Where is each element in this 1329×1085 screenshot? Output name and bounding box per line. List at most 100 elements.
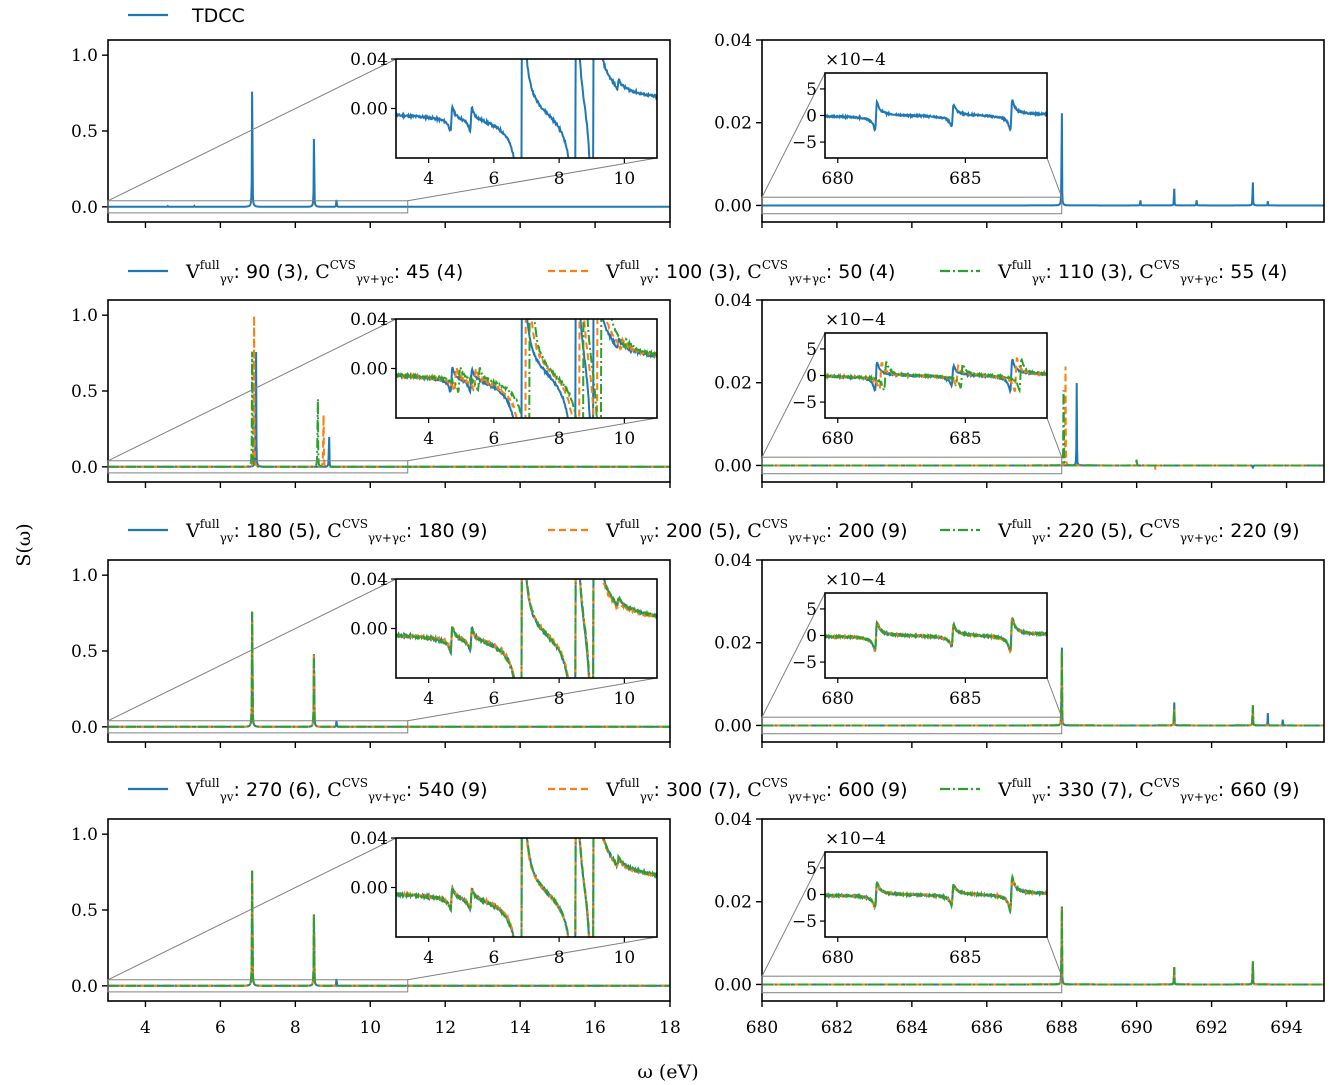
x-tick-label: 680 (746, 1018, 778, 1038)
series-group (762, 366, 1324, 470)
y-tick-label: 0.0 (71, 718, 98, 738)
legend-label-part: C (1139, 779, 1154, 801)
inset-x-tick-label: 680 (822, 429, 854, 449)
legend-label-part: γv+γc (788, 531, 826, 545)
legend-label-part: CVS (1154, 776, 1180, 790)
x-tick-label: 8 (290, 1018, 301, 1038)
zoom-connector (761, 592, 826, 718)
legend-label-part: : 200 (5), (654, 520, 748, 542)
legend-label-part: full (1012, 258, 1032, 272)
legend-label-part: γv+γc (368, 790, 406, 804)
legend-label-part: C (747, 520, 762, 542)
legend-label-part: V (185, 779, 200, 801)
inset-series-group (825, 614, 1047, 655)
legend-label-part: full (200, 517, 220, 531)
legend-label-part: : 270 (6), (234, 779, 328, 801)
legend-row4: Vfullγv: 270 (6), CCVSγv+γc: 540 (9) Vful… (128, 776, 1300, 804)
y-tick-label: 0.02 (714, 114, 752, 134)
inset-x-tick-label: 6 (488, 169, 499, 189)
inset-x-tick-label: 4 (423, 169, 434, 189)
axes-frame (761, 39, 1325, 223)
inset-series-group (396, 59, 657, 158)
series-group (108, 611, 670, 728)
legend-label-part: C (315, 261, 330, 283)
inset-y-tick-label: 0.04 (350, 50, 388, 70)
zoom-box (761, 456, 1063, 475)
legend-label-3: Vfullγv: 110 (3), CCVSγv+γc: 55 (4) (997, 258, 1287, 286)
legend-label-part: : 220 (5), (1046, 520, 1140, 542)
y-tick-label: 0.04 (714, 291, 752, 311)
inset-x-tick-label: 685 (949, 429, 981, 449)
inset-series-line-3 (825, 616, 1047, 654)
y-tick-label: 0.04 (714, 31, 752, 51)
inset-series-group (825, 872, 1047, 915)
inset-x-tick-label: 8 (554, 429, 565, 449)
legend-label-2: Vfullγv: 300 (7), CCVSγv+γc: 600 (9) (605, 776, 908, 804)
inset-series-line-1 (825, 98, 1047, 133)
inset-x-tick-label: 8 (554, 169, 565, 189)
x-tick-label: 14 (509, 1018, 531, 1038)
legend-label-part: : 660 (9) (1218, 779, 1300, 801)
x-tick-label: 684 (896, 1018, 928, 1038)
y-tick-label: 0.04 (714, 810, 752, 830)
series-line-3 (762, 906, 1324, 986)
inset-bg (396, 59, 657, 158)
x-tick-label: 692 (1195, 1018, 1227, 1038)
zoom-connector (107, 837, 397, 981)
legend-label-part: γv (640, 790, 654, 804)
axes-frame (761, 559, 1325, 743)
zoom-connector (761, 332, 826, 458)
panel-left-row1: 0.0 0.5 1.0 0.00 0.04 4 6 8 10 (71, 39, 671, 228)
inset-left: 0.00 0.04 4 6 8 10 (350, 829, 658, 968)
series-group (108, 870, 670, 987)
legend-label-part: C (747, 261, 762, 283)
y-tick-label: 0.0 (71, 458, 98, 478)
legend-label-part: γv (1032, 790, 1046, 804)
inset-right: −5 0 5 680 685 ×10−4 (792, 50, 1048, 189)
inset-series-group (825, 98, 1047, 133)
y-tick-label: 0.00 (714, 196, 752, 216)
inset-right: −5 0 5 680 685 ×10−4 (792, 310, 1048, 449)
zoom-connector (1046, 157, 1063, 198)
inset-y-tick-label: 0.04 (350, 310, 388, 330)
y-axis-label: S(ω) (13, 523, 35, 566)
legend-label-1: Vfullγv: 90 (3), CCVSγv+γc: 45 (4) (185, 258, 463, 286)
x-tick-label: 10 (359, 1018, 381, 1038)
inset-y-tick-label: 0 (806, 367, 817, 387)
inset-y-tick-label: 0.00 (350, 620, 388, 640)
inset-x-tick-label: 680 (822, 689, 854, 709)
legend-label-part: : 55 (4) (1218, 261, 1288, 283)
legend-label-3: Vfullγv: 330 (7), CCVSγv+γc: 660 (9) (997, 776, 1300, 804)
x-tick-label: 690 (1120, 1018, 1152, 1038)
y-tick-label: 0.5 (71, 122, 98, 142)
inset-x-tick-label: 680 (822, 169, 854, 189)
inset-x-tick-label: 4 (423, 689, 434, 709)
series-group (108, 91, 670, 208)
zoom-connector (1046, 677, 1063, 718)
x-tick-label: 12 (434, 1018, 456, 1038)
legend-label-part: CVS (762, 517, 788, 531)
inset-x-tick-label: 6 (488, 689, 499, 709)
legend-label-part: γv (640, 272, 654, 286)
zoom-connector (407, 417, 658, 462)
inset-x-tick-label: 10 (614, 169, 636, 189)
x-tick-label: 16 (584, 1018, 606, 1038)
inset-series-line-3 (825, 872, 1047, 915)
zoom-box (761, 196, 1063, 215)
legend-label-part: : 180 (9) (406, 520, 488, 542)
legend-label-part: V (185, 261, 200, 283)
series-line-3 (762, 650, 1324, 727)
legend-label-part: V (185, 520, 200, 542)
inset-scale-label: ×10−4 (825, 310, 886, 330)
inset-scale-label: ×10−4 (825, 50, 886, 70)
inset-y-tick-label: 0.04 (350, 829, 388, 849)
legend-label-part: V (605, 520, 620, 542)
legend-label-part: γv+γc (788, 272, 826, 286)
inset-series-line-3 (396, 579, 657, 678)
zoom-connector (407, 936, 658, 981)
legend-label-part: γv+γc (1180, 790, 1218, 804)
x-tick-label: 686 (971, 1018, 1003, 1038)
x-tick-label: 688 (1046, 1018, 1078, 1038)
legend-label-part: : 100 (3), (654, 261, 748, 283)
legend-label-part: CVS (1154, 517, 1180, 531)
